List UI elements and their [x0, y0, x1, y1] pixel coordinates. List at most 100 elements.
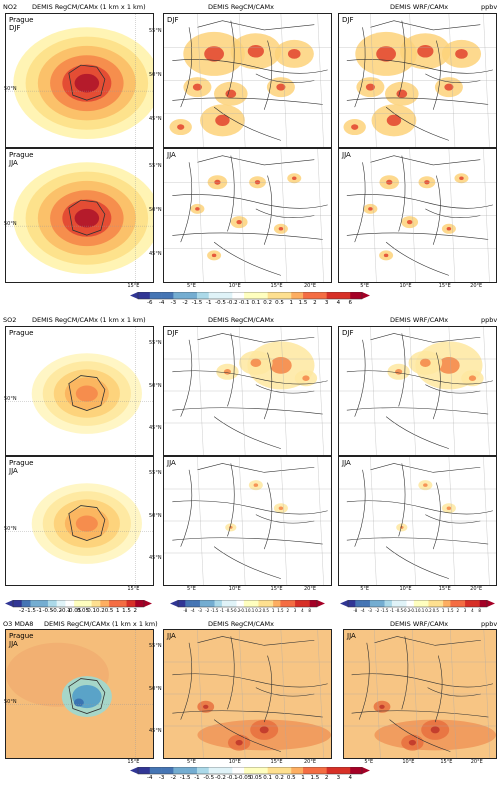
hotspot-core [423, 483, 428, 487]
colorbar-segment [265, 600, 274, 607]
country-border [172, 194, 328, 209]
colorbar-label: 2 [456, 608, 460, 613]
hotspot-core [383, 253, 389, 258]
colorbar-label: 8 [308, 608, 311, 613]
country-border [172, 407, 323, 415]
map-svg [339, 457, 496, 585]
hotspot-core [459, 176, 464, 181]
panel-label: JJA [342, 459, 351, 467]
colorbar-label: -0.05 [236, 775, 252, 781]
colorbar-label: 6 [348, 300, 352, 306]
country-border [213, 241, 281, 276]
colorbar-label: 0.05 [76, 608, 89, 614]
lat-tick-label: 45°N [149, 554, 162, 561]
colorbar-segment [207, 600, 215, 607]
colorbar-label: -1.5 [380, 608, 389, 613]
hotspot-core [417, 44, 434, 58]
country-border [197, 333, 315, 343]
colorbar-label: -1.5 [191, 300, 203, 306]
hotspot-core [270, 357, 292, 374]
country-border [197, 20, 315, 31]
colorbar-label: 1.5 [277, 608, 284, 613]
colorbar-min-arrow [340, 600, 348, 607]
colorbar-label: -0.5 [203, 775, 215, 781]
lon-tick-label: 15°E [127, 586, 140, 592]
hotspot-core [379, 704, 385, 709]
colorbar-label: -0.1 [238, 300, 250, 306]
hotspot-core [395, 369, 403, 375]
map-panel: DJF [338, 13, 497, 148]
colorbar-label: 1 [271, 608, 275, 613]
country-border [425, 208, 481, 218]
country-border [346, 232, 489, 240]
colorbar-segment [244, 292, 257, 299]
lon-gridline [317, 14, 324, 147]
country-border [425, 514, 481, 524]
country-border [263, 175, 273, 245]
colorbar-label: -4 [360, 608, 365, 613]
colorbar-segment [21, 600, 31, 607]
colorbar-segment [199, 600, 208, 607]
lon-gridline [197, 14, 204, 147]
map-panel: Prague JJA [5, 629, 154, 759]
map-panel: DJF [163, 326, 332, 456]
map-panel: JJA [338, 148, 497, 283]
country-border [370, 463, 481, 473]
country-border [172, 537, 323, 545]
colorbar-label: -2 [375, 608, 380, 613]
colorbar-label: -8 [183, 608, 188, 613]
colorbar-segment [220, 767, 233, 774]
prague-boundary [68, 505, 106, 541]
colorbar-label: 0.1 [263, 775, 273, 781]
colorbar: -6 -4 -3 -2 -1.5 -1 -0.5 -0.2 -0.1 0.1 0.2 0.5 1 1.5 2… [130, 292, 370, 312]
country-border [385, 416, 449, 449]
lat-tick-label: 50°N [4, 221, 17, 228]
lon-gridline [409, 327, 416, 455]
lon-gridline [448, 327, 456, 455]
map-svg [164, 327, 331, 455]
lon-tick-label: 5°E [360, 283, 370, 289]
country-border [172, 710, 323, 718]
lon-tick-label: 5°E [187, 586, 196, 592]
season-label: DJF [9, 24, 21, 33]
colorbar-segment [173, 292, 186, 299]
panel-label: JJA [347, 632, 356, 640]
map-svg [6, 14, 153, 147]
colorbar-segment [302, 600, 310, 607]
country-border [425, 384, 481, 394]
hotspot-core [408, 739, 416, 746]
colorbar-segment [196, 292, 210, 299]
colorbar-label: 4 [301, 608, 304, 613]
country-border [255, 384, 315, 394]
colorbar-segment [117, 600, 127, 607]
colorbar-segment [221, 600, 230, 607]
column-header: DEMIS WRF/CAMx [390, 620, 449, 628]
hotspot-core [396, 89, 408, 99]
colorbar-label: -1 [205, 300, 212, 306]
colorbar-label: 0.5 [104, 608, 114, 614]
country-border [389, 719, 451, 752]
colorbar-segment [303, 767, 316, 774]
lat-tick-label: 45°N [149, 115, 162, 122]
lon-tick-label: 5°E [364, 759, 374, 765]
panel-label: JJA [167, 459, 176, 467]
city-label: Prague [9, 16, 34, 24]
lon-gridline [197, 327, 204, 455]
prague-contour [74, 208, 100, 228]
country-border [374, 636, 481, 646]
lon-tick-label: 10°E [402, 759, 415, 765]
colorbar-label: -1 [36, 608, 42, 614]
country-border [197, 636, 315, 646]
colorbar: -4 -3 -2 -1.5 -1 -0.5 -0.2 -0.1 -0.05 0.05 0.1 0.2 0… [130, 767, 370, 787]
hotspot-core [192, 83, 202, 91]
country-border [255, 514, 315, 524]
map-panel: Prague [5, 326, 154, 456]
colorbar-max-arrow [487, 600, 495, 607]
colorbar-label: 1.5 [122, 608, 131, 614]
panel-label: Prague JJA [9, 151, 33, 167]
country-border [197, 155, 315, 166]
hotspot-core [259, 726, 269, 734]
colorbar-segment [479, 600, 488, 607]
map-svg [339, 327, 496, 455]
country-border [398, 20, 406, 97]
